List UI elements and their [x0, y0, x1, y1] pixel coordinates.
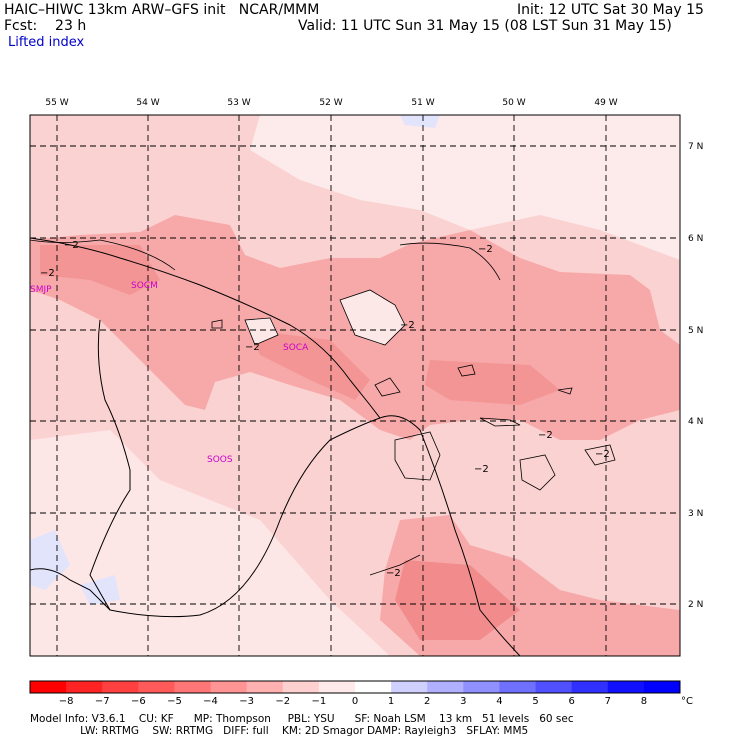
title: HAIC–HIWC 13km ARW–GFS init NCAR/MMM — [4, 2, 320, 18]
colorbar-swatch — [138, 681, 175, 693]
colorbar-tick-label: −1 — [312, 696, 327, 707]
colorbar-swatch — [282, 681, 320, 693]
contour-label: −2 — [64, 240, 79, 251]
colorbar-frame — [29, 680, 681, 694]
svg-text:51 W: 51 W — [411, 98, 434, 108]
colorbar-tick-label: 7 — [605, 696, 611, 707]
init-time: Init: 12 UTC Sat 30 May 15 — [517, 2, 704, 18]
svg-text:2 N: 2 N — [688, 600, 703, 610]
station-soos: SOOS — [207, 455, 233, 465]
colorbar-swatch — [102, 681, 139, 693]
station-labels: SMJP SOCM SOCA SOOS — [30, 281, 309, 465]
longitude-labels: 55 W 54 W 53 W 52 W 51 W 50 W 49 W — [45, 98, 617, 108]
colorbar-swatch — [246, 681, 284, 693]
colorbar-swatch — [391, 681, 428, 693]
contour-label: −2 — [478, 244, 493, 255]
contour-label: −2 — [400, 320, 415, 331]
station-socm: SOCM — [131, 281, 158, 291]
contour-label: −2 — [538, 430, 553, 441]
model-info-line1: Model Info: V3.6.1 CU: KF MP: Thompson P… — [30, 713, 574, 725]
colorbar-tick-label: 2 — [424, 696, 430, 707]
colorbar-swatch — [174, 681, 212, 693]
colorbar-swatch — [210, 681, 248, 693]
colorbar-tick-label: 5 — [532, 696, 538, 707]
station-soca: SOCA — [283, 343, 309, 353]
coastlines — [30, 237, 521, 656]
svg-text:6 N: 6 N — [688, 234, 703, 244]
colorbar-swatch — [355, 681, 392, 693]
contour-label: −2 — [245, 342, 260, 353]
colorbar-swatch — [463, 681, 500, 693]
svg-text:7 N: 7 N — [688, 142, 703, 152]
colorbar-swatch — [643, 681, 681, 693]
lat-lon-grid — [30, 115, 680, 656]
colorbar-swatch — [66, 681, 103, 693]
field-name: Lifted index — [8, 35, 85, 50]
map-field: −2 −2 −2 −2 −2 −2 −2 −2 −2 — [30, 115, 680, 656]
valid-time: Valid: 11 UTC Sun 31 May 15 (08 LST Sun … — [298, 18, 672, 34]
svg-text:3 N: 3 N — [688, 509, 703, 519]
svg-text:4 N: 4 N — [688, 417, 703, 427]
colorbar-swatch — [535, 681, 573, 693]
svg-text:5 N: 5 N — [688, 326, 703, 336]
latitude-labels: 7 N 6 N 5 N 4 N 3 N 2 N — [688, 142, 703, 610]
contour-label: −2 — [386, 568, 401, 579]
colorbar-tick-label: 1 — [388, 696, 394, 707]
station-smjp: SMJP — [30, 285, 52, 295]
colorbar-tick-label: −5 — [167, 696, 182, 707]
contour-label: −2 — [474, 464, 489, 475]
colorbar-unit: °C — [681, 696, 693, 707]
colorbar-swatch — [499, 681, 537, 693]
colorbar-tick-label: 8 — [641, 696, 647, 707]
colorbar-swatch — [571, 681, 609, 693]
colorbar: −8 −7 −6 −5 −4 −3 −2 −1 0 1 2 3 4 5 6 7 8 °C — [29, 680, 693, 707]
map-frame — [29, 114, 681, 657]
svg-text:52 W: 52 W — [319, 98, 342, 108]
colorbar-tick-label: 4 — [496, 696, 502, 707]
forecast-hour: Fcst: 23 h — [4, 18, 87, 34]
lifted-index-contours — [30, 239, 616, 576]
colorbar-tick-label: −8 — [59, 696, 74, 707]
svg-text:50 W: 50 W — [502, 98, 525, 108]
svg-text:54 W: 54 W — [136, 98, 159, 108]
colorbar-swatch — [607, 681, 645, 693]
svg-text:49 W: 49 W — [594, 98, 617, 108]
contour-label: −2 — [40, 268, 55, 279]
colorbar-tick-label: −4 — [203, 696, 218, 707]
colorbar-tick-label: 6 — [568, 696, 574, 707]
colorbar-swatch — [318, 681, 356, 693]
svg-text:53 W: 53 W — [227, 98, 250, 108]
colorbar-tick-label: −6 — [131, 696, 146, 707]
model-info-line2: LW: RRTMG SW: RRTMG DIFF: full KM: 2D Sm… — [30, 725, 529, 737]
contour-label: −2 — [595, 449, 610, 460]
colorbar-tick-label: −3 — [239, 696, 254, 707]
svg-text:55 W: 55 W — [45, 98, 68, 108]
colorbar-swatch — [30, 681, 67, 693]
colorbar-tick-label: −7 — [95, 696, 110, 707]
colorbar-tick-label: 3 — [460, 696, 466, 707]
colorbar-tick-label: 0 — [352, 696, 358, 707]
colorbar-tick-label: −2 — [275, 696, 290, 707]
colorbar-swatch — [427, 681, 464, 693]
